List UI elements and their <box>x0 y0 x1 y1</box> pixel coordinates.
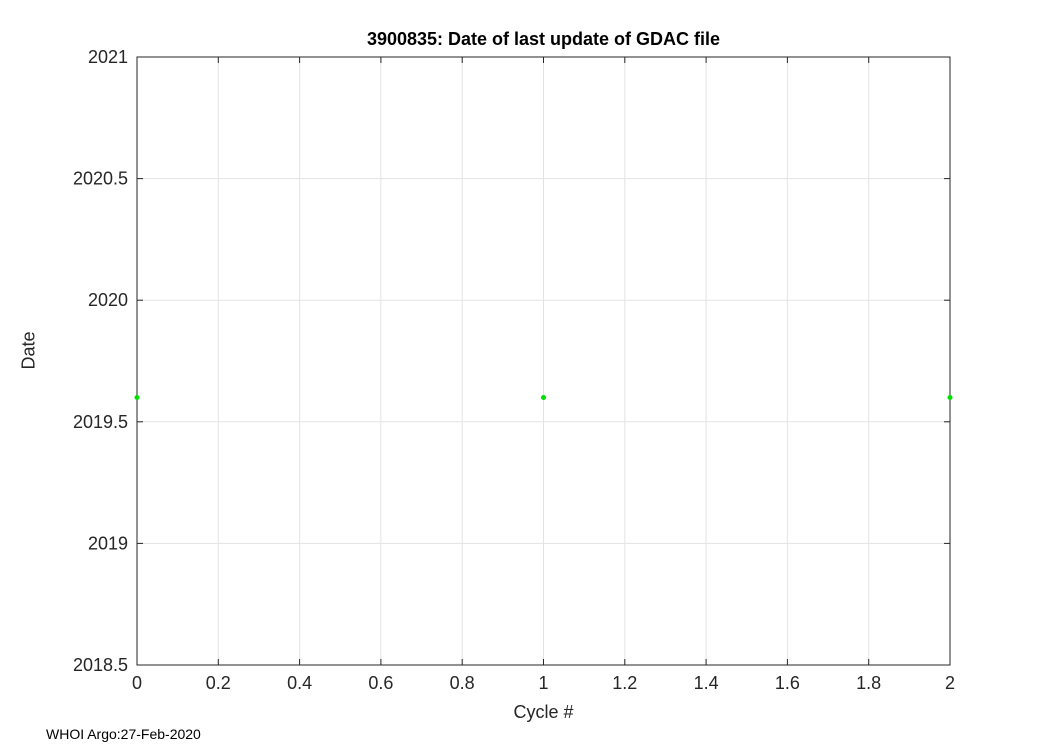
x-tick-label: 1.2 <box>612 673 637 693</box>
data-point <box>947 394 953 400</box>
x-tick-label: 1.8 <box>856 673 881 693</box>
x-tick-label: 1.4 <box>694 673 719 693</box>
x-tick-label: 0.6 <box>368 673 393 693</box>
y-tick-label: 2018.5 <box>73 655 128 675</box>
x-tick-label: 0.8 <box>450 673 475 693</box>
x-tick-label: 0 <box>132 673 142 693</box>
y-tick-label: 2020.5 <box>73 169 128 189</box>
y-tick-label: 2020 <box>88 290 128 310</box>
x-tick-label: 2 <box>945 673 955 693</box>
chart-title: 3900835: Date of last update of GDAC fil… <box>366 29 721 49</box>
y-axis-label: Date <box>18 331 39 370</box>
x-tick-label: 0.4 <box>287 673 312 693</box>
x-axis-label: Cycle # <box>513 702 574 722</box>
data-point <box>134 394 140 400</box>
data-point <box>541 394 546 400</box>
x-tick-label: 1 <box>538 673 548 693</box>
y-tick-label: 2019.5 <box>73 412 128 432</box>
watermark-text: WHOI Argo:27-Feb-2020 <box>46 726 201 742</box>
x-tick-label: 1.6 <box>775 673 800 693</box>
x-tick-label: 0.2 <box>206 673 231 693</box>
y-tick-label: 2021 <box>88 47 128 67</box>
y-tick-label: 2019 <box>88 533 128 553</box>
